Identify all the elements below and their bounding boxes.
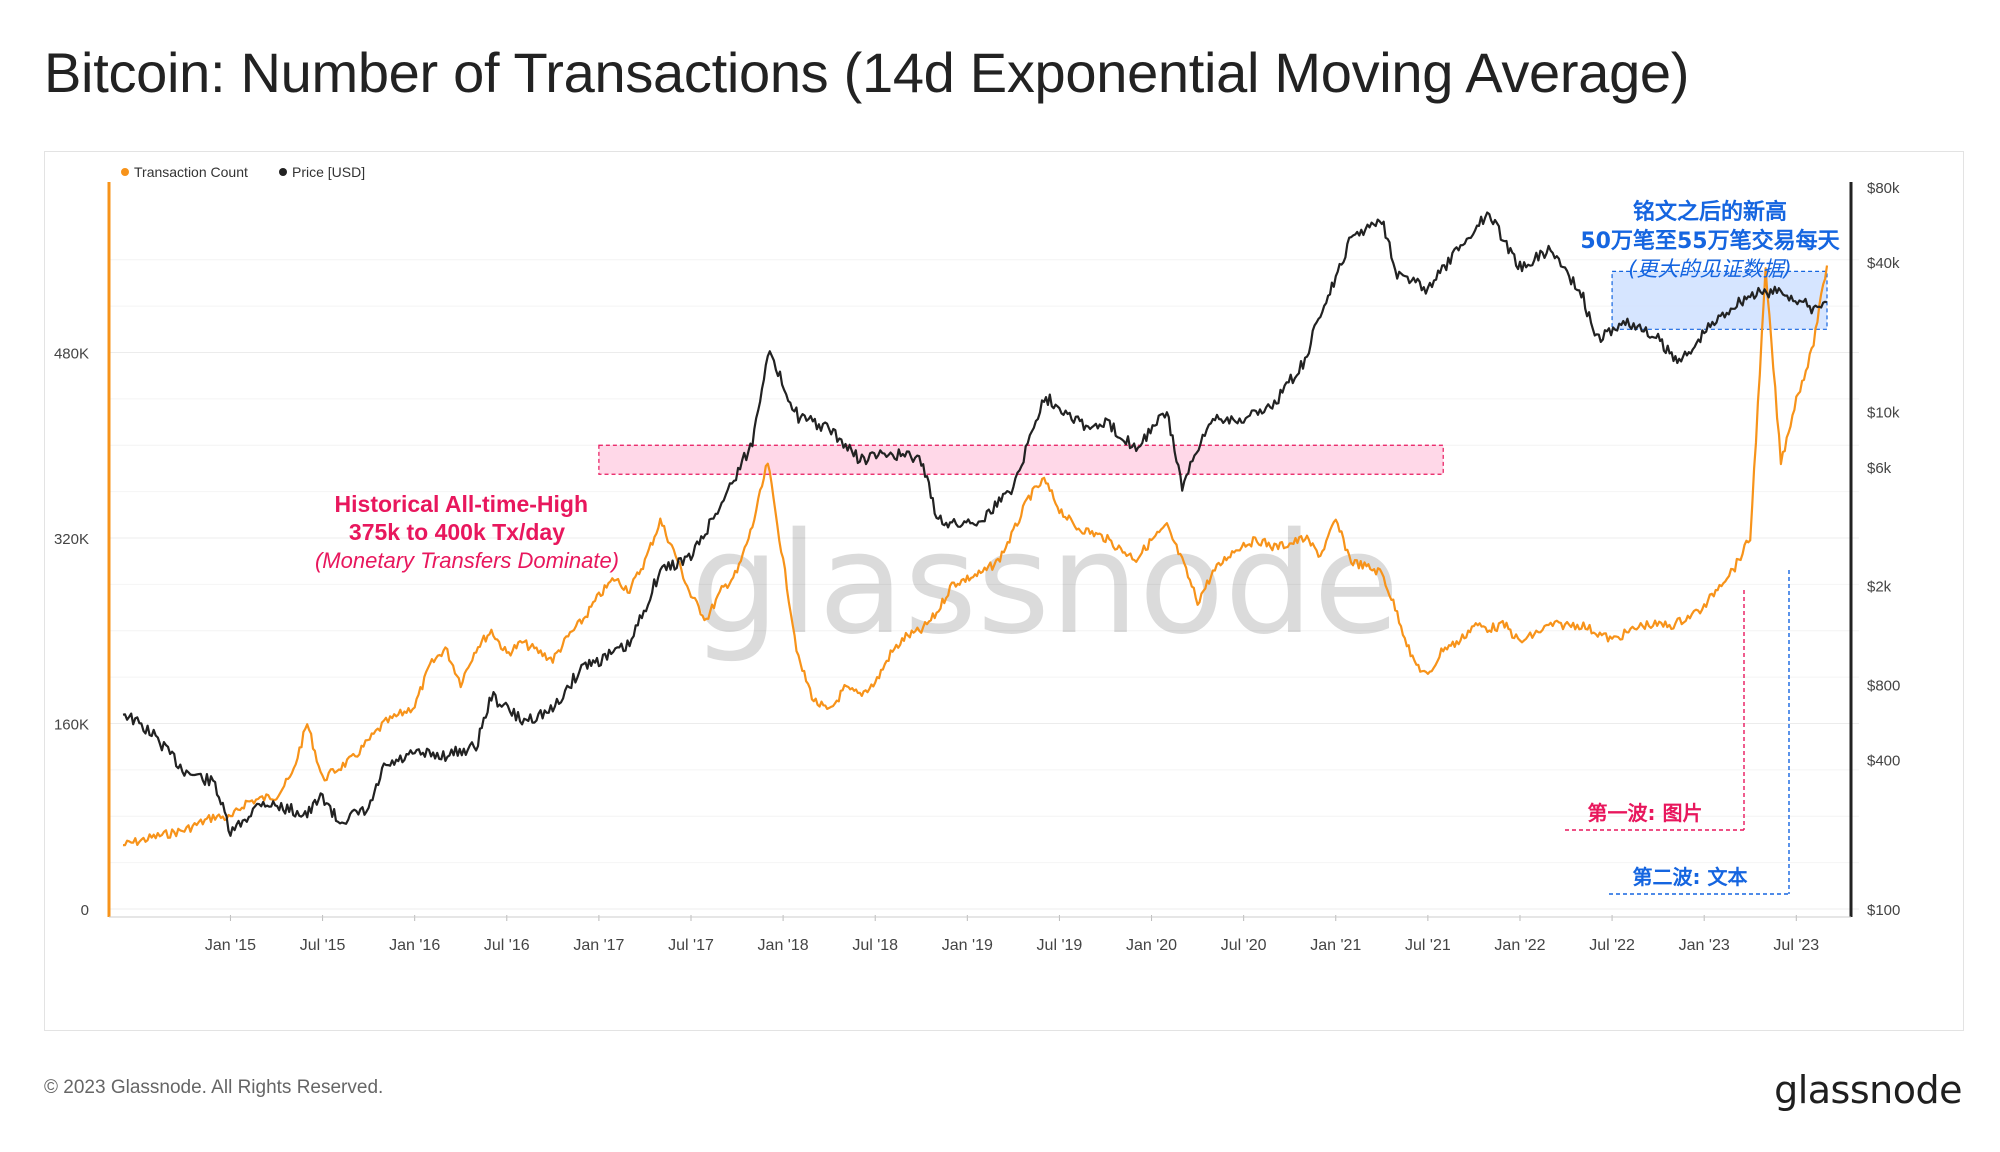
y-right-tick-label: $100: [1867, 902, 1900, 919]
x-tick-label: Jul '16: [484, 937, 530, 954]
wave-1-label: 第一波: 图片: [1588, 801, 1703, 825]
annotation-newhigh-line1: 铭文之后的新高: [1633, 199, 1787, 225]
x-tick-label: Jan '15: [205, 937, 256, 954]
y-left-tick-label: 160K: [54, 717, 89, 734]
annotation-band-new-high: [1611, 270, 1828, 330]
annotation-newhigh-line2: 50万笔至55万笔交易每天: [1580, 228, 1840, 254]
series-line-transaction-count: [122, 265, 1829, 847]
y-right-tick-label: $10k: [1867, 405, 1900, 422]
x-tick-label: Jul '17: [668, 937, 714, 954]
legend-label-price: Price [USD]: [292, 164, 365, 180]
x-tick-label: Jan '22: [1494, 937, 1545, 954]
chart-frame: Jan '15 Jul '15 Jan '16 Jul '16 Jan '17 Jul '…: [44, 151, 1964, 1031]
y-left-tick-label: 320K: [54, 531, 89, 548]
copyright-text: © 2023 Glassnode. All Rights Reserved.: [44, 1077, 384, 1098]
x-tick-label: Jan '17: [573, 937, 624, 954]
annotation-ath-line1: Historical All-time-High: [335, 491, 588, 517]
x-tick-label: Jan '16: [389, 937, 440, 954]
x-tick-label: Jul '18: [852, 937, 898, 954]
y-right-tick-label: $800: [1867, 677, 1900, 694]
y-left-tick-label: 480K: [54, 346, 89, 363]
chart-svg: Jan '15 Jul '15 Jan '16 Jul '16 Jan '17 Jul '…: [54, 164, 1900, 954]
x-tick-label: Jul '23: [1773, 937, 1819, 954]
y-right-tick-label: $80k: [1867, 180, 1900, 197]
x-tick-label: Jul '21: [1405, 937, 1451, 954]
legend-marker-transaction-count: [121, 168, 129, 176]
y-right-tick-label: $2k: [1867, 578, 1892, 595]
x-tick-label: Jan '20: [1126, 937, 1177, 954]
page-title: Bitcoin: Number of Transactions (14d Exp…: [44, 41, 1690, 104]
annotation-newhigh-line3: (更大的见证数据): [1628, 257, 1791, 281]
series-line-price: [122, 211, 1828, 837]
watermark-text: glassnode: [691, 503, 1400, 666]
x-tick-label: Jan '18: [758, 937, 809, 954]
legend-marker-price: [279, 168, 287, 176]
x-tick-label: Jan '19: [942, 937, 993, 954]
x-tick-label: Jul '19: [1037, 937, 1083, 954]
y-right-tick-label: $40k: [1867, 255, 1900, 272]
x-tick-label: Jul '15: [300, 937, 346, 954]
legend-label-transaction-count: Transaction Count: [134, 164, 248, 180]
glassnode-logo[interactable]: glassnode: [1774, 1068, 1962, 1112]
x-tick-label: Jan '21: [1310, 937, 1361, 954]
x-tick-label: Jul '22: [1589, 937, 1635, 954]
x-tick-label: Jan '23: [1679, 937, 1730, 954]
wave-2-label: 第二波: 文本: [1633, 865, 1748, 889]
annotation-ath-line2: 375k to 400k Tx/day: [349, 519, 565, 545]
y-left-tick-label: 0: [81, 902, 89, 919]
annotation-band-ath: [598, 444, 1444, 475]
x-tick-label: Jul '20: [1221, 937, 1267, 954]
annotation-ath-line3: (Monetary Transfers Dominate): [315, 548, 619, 573]
y-right-tick-label: $400: [1867, 752, 1900, 769]
y-right-tick-label: $6k: [1867, 460, 1892, 477]
